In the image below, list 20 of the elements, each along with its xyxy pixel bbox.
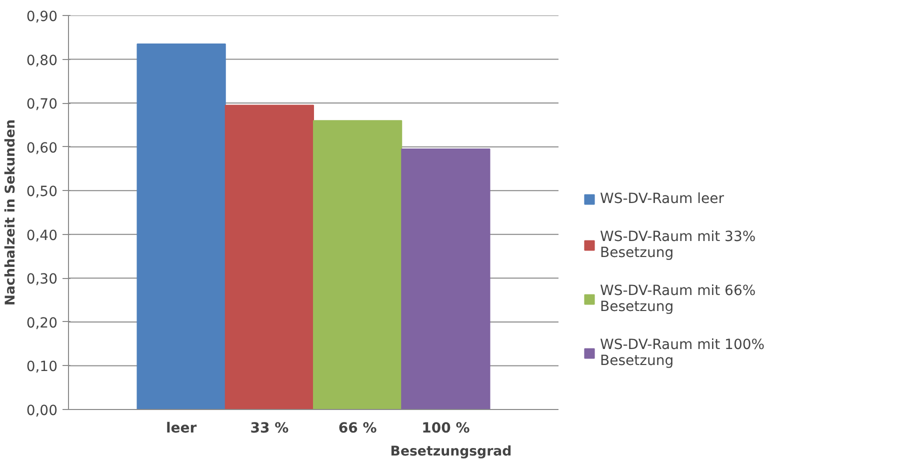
y-tick-label: 0,90 [26,9,58,25]
legend-label: WS-DV-Raum mit 33% Besetzung [600,229,756,261]
y-tick-label: 0,50 [26,184,58,200]
x-tick-label: 100 % [422,420,470,436]
y-axis-title: Nachhalzeit in Sekunden [3,119,18,306]
y-tick-label: 0,30 [26,272,58,288]
y-tick-label: 0,10 [26,359,58,376]
y-tick-label: 0,60 [26,140,58,156]
y-tick-label: 0,20 [26,315,58,332]
legend-label: WS-DV-Raum leer [600,191,724,207]
x-tick-label: 66 % [338,420,377,436]
x-axis-title: Besetzungsgrad [390,444,512,460]
y-tick-label: 0,70 [26,96,58,113]
y-tick-label: 0,80 [26,52,58,69]
y-tick-label: 0,40 [26,228,58,244]
legend-label: WS-DV-Raum mit 100% Besetzung [600,337,765,369]
y-tick-label: 0,00 [26,403,58,419]
x-tick-label: 33 % [250,420,289,436]
x-tick-label: leer [166,420,197,436]
legend-label: WS-DV-Raum mit 66% Besetzung [600,283,756,315]
